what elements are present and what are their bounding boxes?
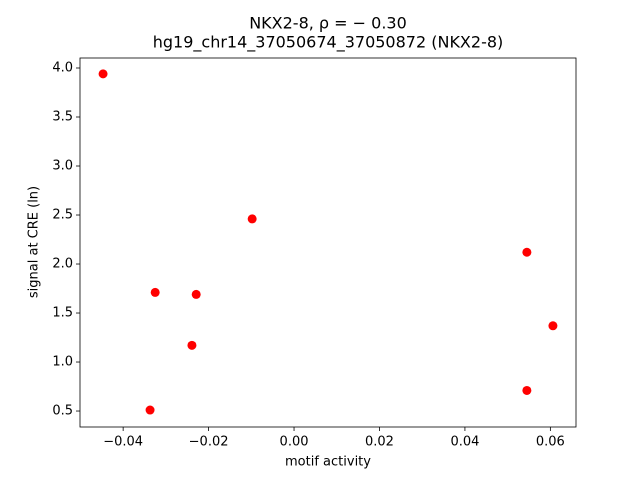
y-axis-label: signal at CRE (ln) [27,186,42,298]
x-tick-label: 0.04 [450,435,479,450]
y-tick-label: 1.5 [52,306,73,321]
x-tick-label: 0.02 [365,435,394,450]
point [548,321,558,331]
y-tick-label: 1.0 [52,355,73,370]
x-axis-label: motif activity [285,455,371,470]
y-tick-label: 2.0 [52,257,73,272]
point [98,69,108,79]
x-tick-label: −0.02 [189,435,229,450]
point [247,214,257,224]
y-tick-label: 2.5 [52,208,73,223]
y-tick-label: 3.5 [52,110,73,125]
point [187,340,197,350]
point [522,247,532,257]
y-tick-label: 0.5 [52,404,73,419]
y-tick-label: 3.0 [52,159,73,174]
point [150,287,160,297]
chart-subtitle: hg19_chr14_37050674_37050872 (NKX2-8) [153,33,504,53]
x-tick-label: 0.06 [536,435,565,450]
point [191,289,201,299]
point [145,405,155,415]
chart-title: NKX2-8, ρ = − 0.30 [249,14,407,33]
plot-frame [79,57,577,428]
x-tick-label: 0.00 [280,435,309,450]
x-tick-label: −0.04 [103,435,143,450]
y-tick-label: 4.0 [52,60,73,75]
point [522,385,532,395]
